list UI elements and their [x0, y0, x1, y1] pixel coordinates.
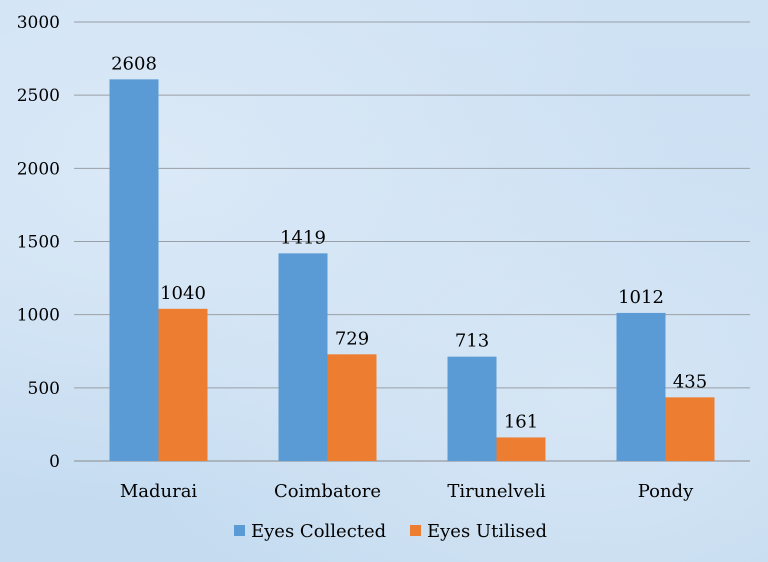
bar [496, 437, 546, 461]
y-tick-label: 2000 [17, 159, 60, 179]
bar [327, 354, 377, 461]
x-category-label: Coimbatore [274, 481, 381, 502]
x-category-label: Tirunelveli [447, 481, 546, 502]
bar [109, 79, 159, 461]
data-label: 435 [673, 371, 707, 392]
x-category-label: Madurai [120, 481, 198, 502]
y-tick-label: 1500 [17, 233, 60, 253]
y-tick-label: 3000 [17, 13, 60, 33]
data-label: 1419 [280, 227, 326, 248]
y-axis-ticks: 0 500 1000 1500 2000 2500 3000 [17, 13, 60, 472]
legend-swatch [234, 525, 245, 536]
bar [278, 253, 328, 461]
bars [109, 79, 715, 461]
data-label: 729 [335, 328, 369, 349]
data-label: 1040 [160, 283, 206, 304]
data-label: 161 [504, 411, 538, 432]
bar [158, 308, 208, 461]
legend-swatch [410, 525, 421, 536]
bar [665, 397, 715, 461]
y-tick-label: 500 [28, 379, 60, 399]
x-axis-categories: Madurai Coimbatore Tirunelveli Pondy [120, 481, 694, 502]
y-tick-label: 1000 [17, 306, 60, 326]
legend-label: Eyes Collected [251, 521, 386, 542]
x-category-label: Pondy [638, 481, 694, 502]
data-label: 1012 [618, 287, 664, 308]
legend-label: Eyes Utilised [427, 521, 547, 542]
data-label: 713 [455, 331, 489, 352]
legend: Eyes Collected Eyes Utilised [234, 521, 547, 542]
data-labels: 2608 1040 1419 729 713 161 1012 435 [111, 53, 707, 432]
data-label: 2608 [111, 53, 157, 74]
y-tick-label: 2500 [17, 86, 60, 106]
bar [447, 356, 497, 461]
y-tick-label: 0 [49, 452, 60, 472]
bar [616, 312, 666, 461]
